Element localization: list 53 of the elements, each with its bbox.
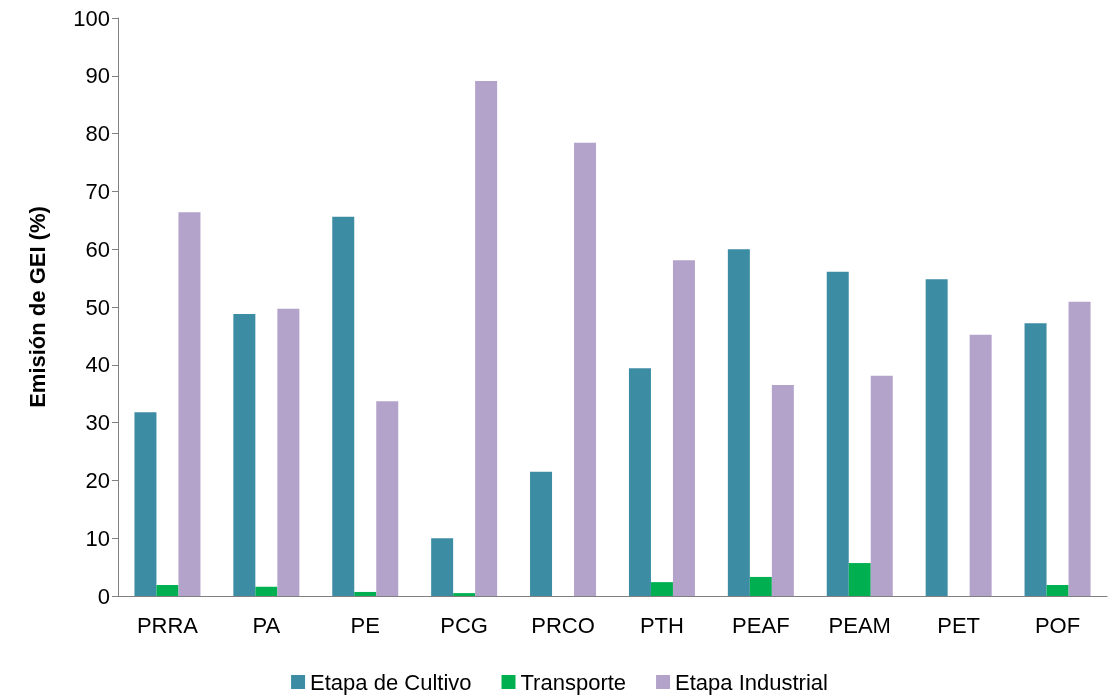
bar (870, 375, 893, 596)
bar (574, 142, 597, 596)
bar (727, 249, 750, 596)
y-axis-title: Emisión de GEI (%) (24, 206, 50, 408)
y-tick-label: 50 (85, 294, 110, 320)
y-tick-label: 60 (85, 236, 110, 262)
bar (826, 271, 849, 596)
x-tick-label: POF (1034, 612, 1081, 638)
legend-label: Etapa de Cultivo (310, 669, 472, 695)
bar (771, 385, 794, 596)
bar (134, 412, 157, 596)
x-tick-label: PET (937, 612, 981, 638)
y-tick-label: 80 (85, 121, 110, 147)
x-tick-label: PRCO (531, 612, 595, 638)
bar (475, 81, 498, 596)
bar (969, 334, 992, 596)
bar (1046, 585, 1069, 596)
bar (431, 538, 454, 596)
bar (277, 308, 300, 596)
y-tick-label: 100 (73, 5, 110, 31)
legend-label: Transporte (520, 669, 627, 695)
x-tick-label: PTH (639, 612, 684, 638)
bar (1068, 301, 1091, 596)
bar (749, 576, 772, 596)
bar (848, 563, 871, 596)
x-tick-label: PRRA (136, 612, 199, 638)
y-tick-label: 90 (85, 63, 110, 89)
y-tick-label: 40 (85, 352, 110, 378)
bar (178, 212, 201, 596)
bar (156, 585, 179, 596)
x-tick-label: PCG (440, 612, 488, 638)
bar (354, 591, 377, 596)
y-tick-label: 0 (97, 583, 110, 609)
y-tick-label: 70 (85, 178, 110, 204)
bar (628, 368, 651, 596)
x-tick-label: PA (252, 612, 281, 638)
bar (530, 471, 553, 596)
y-tick-label: 30 (85, 410, 110, 436)
y-tick-label: 20 (85, 467, 110, 493)
bar (233, 313, 256, 596)
bar (376, 401, 399, 596)
y-tick-label: 10 (85, 525, 110, 551)
bar (925, 279, 948, 596)
bar (332, 216, 355, 596)
bar (453, 593, 476, 596)
bar (1024, 323, 1047, 596)
x-tick-label: PE (350, 612, 380, 638)
legend-label: Etapa Industrial (675, 669, 828, 695)
bar (255, 586, 278, 596)
bar (650, 582, 673, 596)
x-tick-label: PEAF (732, 612, 790, 638)
x-tick-label: PEAM (828, 612, 891, 638)
bar (672, 260, 695, 596)
